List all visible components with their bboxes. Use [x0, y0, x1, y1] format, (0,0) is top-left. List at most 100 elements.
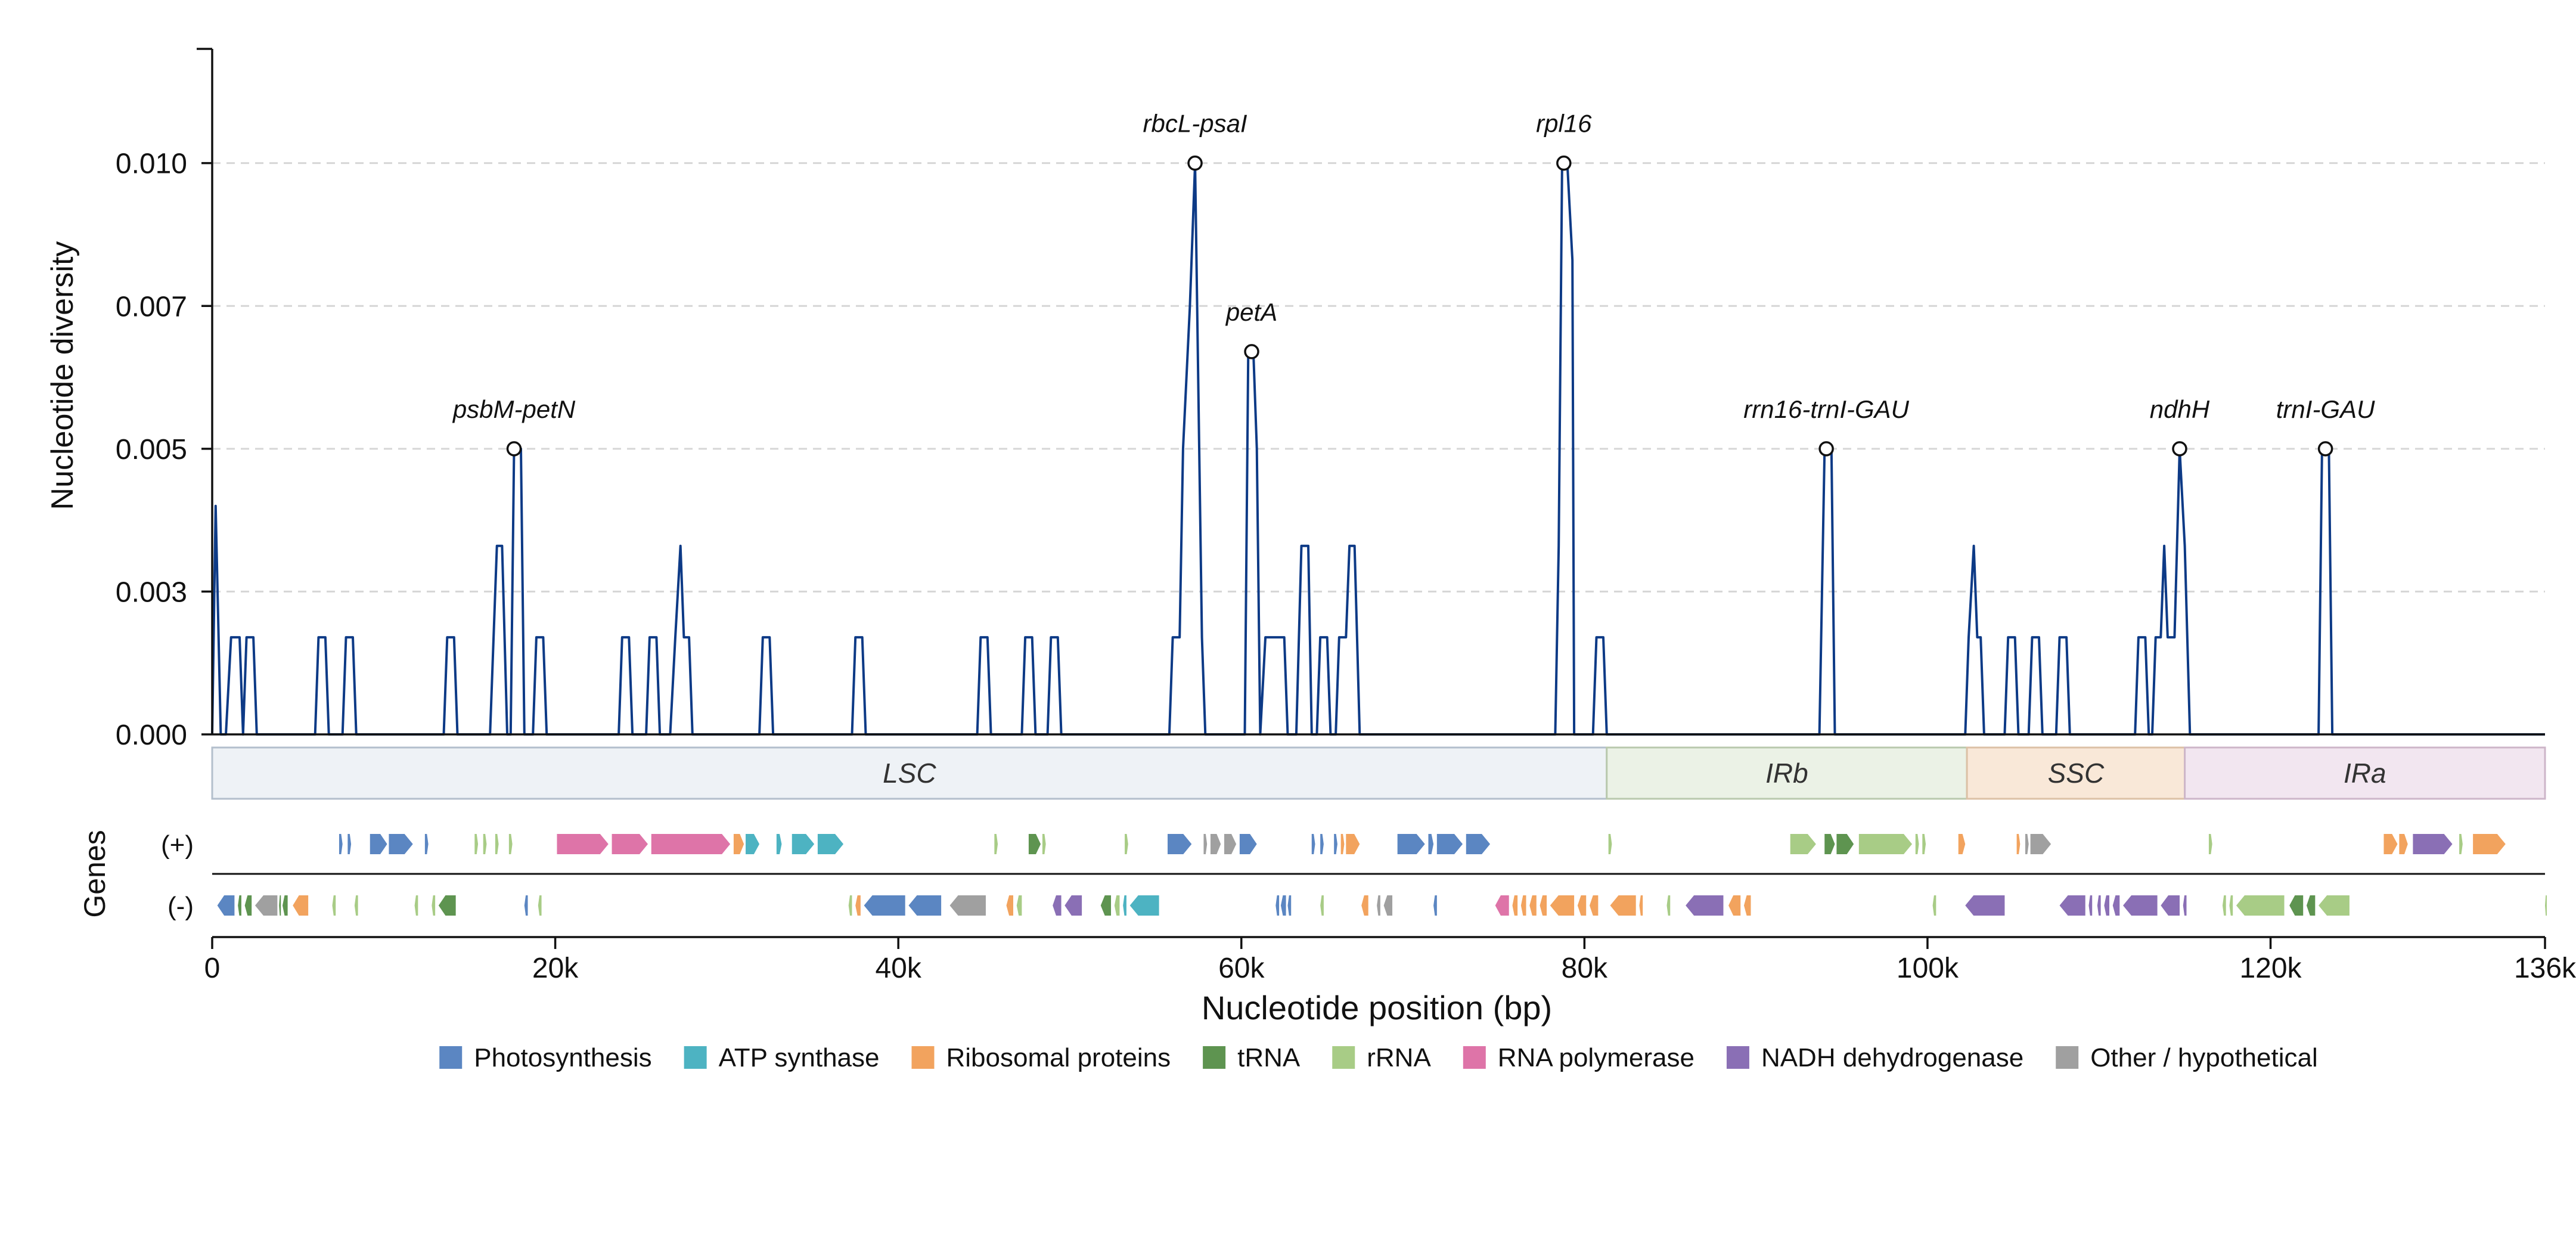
gene-arrow — [2236, 895, 2285, 916]
gene-arrow — [1320, 834, 1324, 854]
gene-arrow — [2059, 895, 2085, 916]
region-block — [1966, 746, 2186, 800]
gene-arrow — [1915, 834, 1919, 854]
gene-arrow — [1125, 834, 1128, 854]
gene-arrow — [1203, 834, 1208, 854]
gene-arrow — [733, 834, 744, 854]
gene-arrow — [2183, 895, 2187, 916]
gene-arrow — [1550, 895, 1575, 916]
legend-swatch — [1203, 1046, 1226, 1069]
gene-arrow — [508, 834, 513, 854]
y-axis-label: Nucleotide diversity — [45, 241, 80, 510]
region-block — [211, 746, 1608, 800]
gene-arrow — [1320, 895, 1324, 916]
gene-arrow — [1466, 834, 1491, 854]
gene-arrow — [1932, 895, 1936, 916]
legend: Photosynthesis ATP synthase Ribosomal prot… — [439, 1043, 2318, 1072]
legend-swatch — [911, 1046, 935, 1069]
gene-arrow — [1436, 834, 1463, 854]
gene-arrow — [1577, 895, 1587, 916]
gene-arrow — [424, 834, 429, 854]
gene-arrow — [1224, 834, 1237, 854]
gene-arrow — [746, 834, 760, 854]
gene-arrow — [2545, 895, 2547, 916]
gene-arrow — [2123, 895, 2158, 916]
peak-label: rrn16-trnI-GAU — [1743, 395, 1909, 423]
gene-arrow — [1006, 895, 1013, 916]
gene-arrow — [557, 834, 609, 854]
peak-marker — [1244, 344, 1259, 359]
gene-arrow — [2289, 895, 2304, 916]
legend-swatch — [1726, 1046, 1749, 1069]
gene-arrow — [1858, 834, 1913, 854]
gene-arrow — [864, 895, 905, 916]
region-label: IRa — [2344, 758, 2386, 789]
gene-arrow — [1728, 895, 1741, 916]
peak-marker — [1818, 441, 1834, 457]
genes-axis-label: Genes — [78, 830, 111, 917]
gene-arrow — [1686, 895, 1724, 916]
peak-marker — [2172, 441, 2187, 457]
x-tick-label: 136k — [2514, 953, 2576, 984]
gene-arrow — [1361, 895, 1368, 916]
strand-label-plus: (+) — [161, 830, 194, 860]
gene-arrow — [1016, 895, 1022, 916]
gene-arrow — [414, 895, 418, 916]
gene-arrow — [1589, 895, 1599, 916]
gene-arrow — [1744, 895, 1751, 916]
gene-arrow — [524, 895, 528, 916]
peak-label: rpl16 — [1536, 110, 1592, 138]
gene-arrow — [1100, 895, 1112, 916]
genome-regions-bar: LSC IRb SSC IRa — [211, 746, 2546, 800]
gene-arrow — [1512, 895, 1518, 916]
gene-arrow — [1540, 895, 1547, 916]
gene-arrow — [1958, 834, 1966, 854]
gene-arrow — [282, 895, 288, 916]
gene-arrow — [1028, 834, 1041, 854]
legend-swatch — [2056, 1046, 2079, 1069]
x-tick-label: 60k — [1218, 953, 1265, 984]
gene-arrow — [2112, 895, 2120, 916]
legend-label: rRNA — [1367, 1043, 1431, 1072]
y-tick-label: 0.005 — [116, 434, 187, 466]
gene-arrow — [2473, 834, 2506, 854]
gene-arrow — [1790, 834, 1816, 854]
gene-arrow — [483, 834, 487, 854]
peak-label: ndhH — [2150, 395, 2210, 423]
gene-arrow — [2306, 895, 2316, 916]
gene-arrow — [1965, 895, 2005, 916]
gene-tracks: (+) (-) — [161, 830, 2547, 921]
legend-swatch — [684, 1046, 707, 1069]
gene-arrow — [217, 895, 235, 916]
gene-arrow — [1287, 895, 1292, 916]
axes: 0.000 0.003 0.005 0.007 0.010 0 20k 40k 60k 80k 10… — [116, 48, 2576, 984]
gene-arrow — [2229, 895, 2233, 916]
legend-swatch — [439, 1046, 463, 1069]
legend-label: NADH dehydrogenase — [1761, 1043, 2023, 1072]
gene-arrow — [293, 895, 309, 916]
gene-arrow — [1428, 834, 1434, 854]
diversity-line — [211, 162, 2545, 736]
legend-label: RNA polymerase — [1498, 1043, 1694, 1072]
gene-arrow — [1495, 895, 1509, 916]
x-tick-label: 120k — [2239, 953, 2302, 984]
gene-arrow — [2399, 834, 2408, 854]
legend-label: Ribosomal proteins — [946, 1043, 1171, 1072]
legend-label: Other / hypothetical — [2090, 1043, 2318, 1072]
peak-label: psbM-petN — [452, 395, 576, 423]
gene-arrow — [2104, 895, 2110, 916]
gene-arrow — [776, 834, 782, 854]
region-block — [2184, 746, 2546, 800]
gene-arrow — [1114, 895, 1120, 916]
gene-arrow — [389, 834, 413, 854]
gene-arrow — [1397, 834, 1425, 854]
region-label: IRb — [1765, 758, 1808, 789]
gene-arrow — [1123, 895, 1126, 916]
gene-arrow — [2383, 834, 2398, 854]
gene-arrow — [339, 834, 343, 854]
region-label: LSC — [883, 758, 936, 789]
gene-arrow — [2208, 834, 2212, 854]
y-gridlines — [212, 162, 2545, 593]
gene-arrow — [2088, 895, 2093, 916]
